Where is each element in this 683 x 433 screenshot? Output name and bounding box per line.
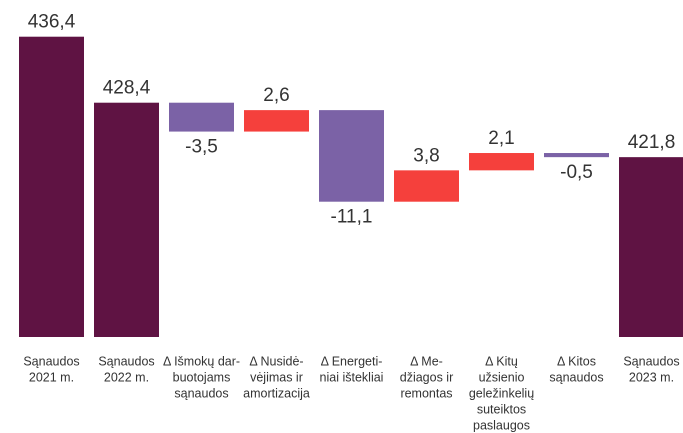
bar <box>94 102 159 337</box>
value-label: 428,4 <box>103 78 151 99</box>
x-tick-label: sąnaudos <box>549 370 603 384</box>
value-label: -3,5 <box>185 137 218 158</box>
x-tick-label: Δ Nusidė- <box>249 354 303 368</box>
x-tick-label: užsienio <box>479 370 525 384</box>
x-tick-label: Δ Energeti- <box>321 354 383 368</box>
x-tick-label: 2021 m. <box>29 370 74 384</box>
x-tick-label: Δ Kitos <box>557 354 596 368</box>
x-tick-label: Δ Išmokų dar- <box>163 354 240 368</box>
x-tick-label: 2022 m. <box>104 370 149 384</box>
value-label: -11,1 <box>331 207 373 228</box>
value-label: 2,1 <box>488 128 514 149</box>
x-tick-label: Δ Me- <box>410 354 443 368</box>
value-label: 3,8 <box>413 145 439 166</box>
x-tick-label: džiagos ir <box>400 370 454 384</box>
x-tick-label: paslaugos <box>473 418 530 432</box>
x-tick-label: remontas <box>400 386 452 400</box>
value-label: -0,5 <box>560 162 593 183</box>
bar <box>544 153 609 158</box>
value-label: 436,4 <box>28 12 76 33</box>
x-tick-label: vėjimas ir <box>250 370 303 384</box>
x-tick-label: Δ Kitų <box>485 354 518 368</box>
x-tick-label: Sąnaudos <box>623 354 679 368</box>
x-tick-label: 2023 m. <box>629 370 674 384</box>
x-tick-label: Sąnaudos <box>98 354 154 368</box>
x-tick-label: suteiktos <box>477 402 526 416</box>
bar <box>394 170 459 202</box>
x-tick-label: geležinkelių <box>469 386 534 400</box>
bar <box>319 110 384 202</box>
bar <box>619 157 683 337</box>
value-label: 2,6 <box>263 85 289 106</box>
x-tick-label: sąnaudos <box>174 386 228 400</box>
value-label: 421,8 <box>628 132 676 153</box>
bar <box>19 36 84 337</box>
bar <box>244 110 309 132</box>
x-tick-label: buotojams <box>173 370 231 384</box>
x-tick-label: niai ištekliai <box>320 370 384 384</box>
x-tick-label: amortizacija <box>243 386 310 400</box>
bar <box>469 153 534 171</box>
x-tick-label: Sąnaudos <box>23 354 79 368</box>
bar <box>169 102 234 132</box>
